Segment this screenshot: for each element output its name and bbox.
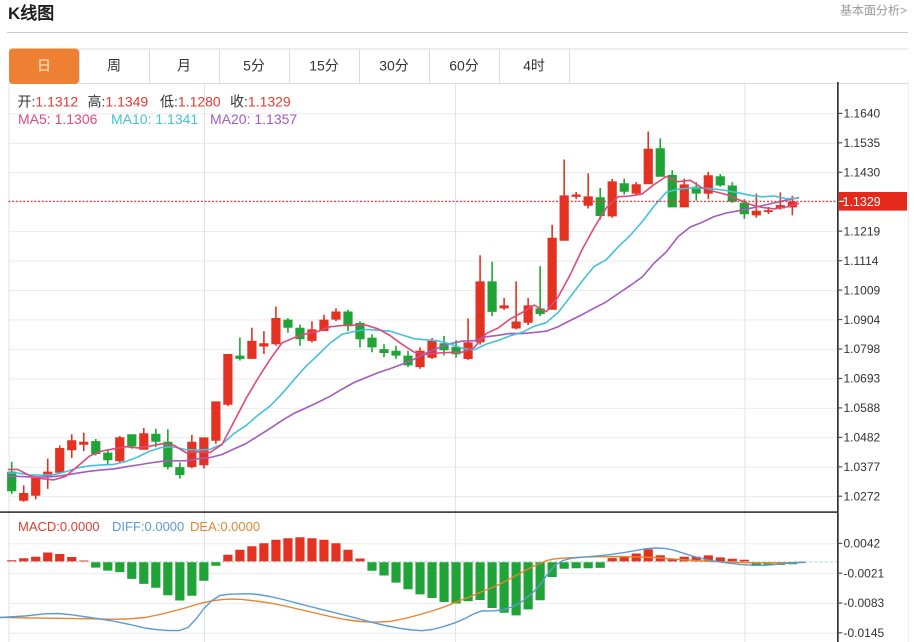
svg-text:1.1009: 1.1009: [844, 283, 881, 297]
svg-text:1.0798: 1.0798: [844, 342, 881, 356]
svg-text:1.0377: 1.0377: [844, 460, 881, 474]
svg-text:1.1114: 1.1114: [844, 254, 879, 268]
svg-text:0.0042: 0.0042: [844, 537, 881, 551]
svg-text:日: 日: [37, 58, 51, 74]
svg-text:1.0482: 1.0482: [844, 431, 881, 445]
svg-text:-0.0021: -0.0021: [844, 566, 885, 580]
svg-text:-0.0083: -0.0083: [844, 596, 885, 610]
svg-text:K线图: K线图: [8, 3, 54, 23]
svg-text:1.1535: 1.1535: [844, 136, 881, 150]
svg-text:周: 周: [107, 58, 121, 74]
svg-text:30分: 30分: [379, 58, 409, 74]
svg-text:基本面分析>: 基本面分析>: [840, 4, 907, 18]
svg-text:5分: 5分: [243, 58, 265, 74]
svg-text:1.1640: 1.1640: [844, 107, 881, 121]
svg-text:15分: 15分: [309, 58, 339, 74]
svg-text:1.0272: 1.0272: [844, 489, 881, 503]
svg-text:1.1219: 1.1219: [844, 224, 881, 238]
svg-text:1.1329: 1.1329: [843, 195, 881, 209]
svg-text:1.0588: 1.0588: [844, 401, 881, 415]
svg-text:60分: 60分: [449, 58, 479, 74]
svg-text:1.0693: 1.0693: [844, 372, 881, 386]
svg-text:1.0904: 1.0904: [844, 313, 881, 327]
svg-text:4时: 4时: [523, 58, 545, 74]
svg-text:1.1430: 1.1430: [844, 166, 881, 180]
svg-text:-0.0145: -0.0145: [844, 626, 885, 640]
svg-text:月: 月: [177, 58, 191, 74]
